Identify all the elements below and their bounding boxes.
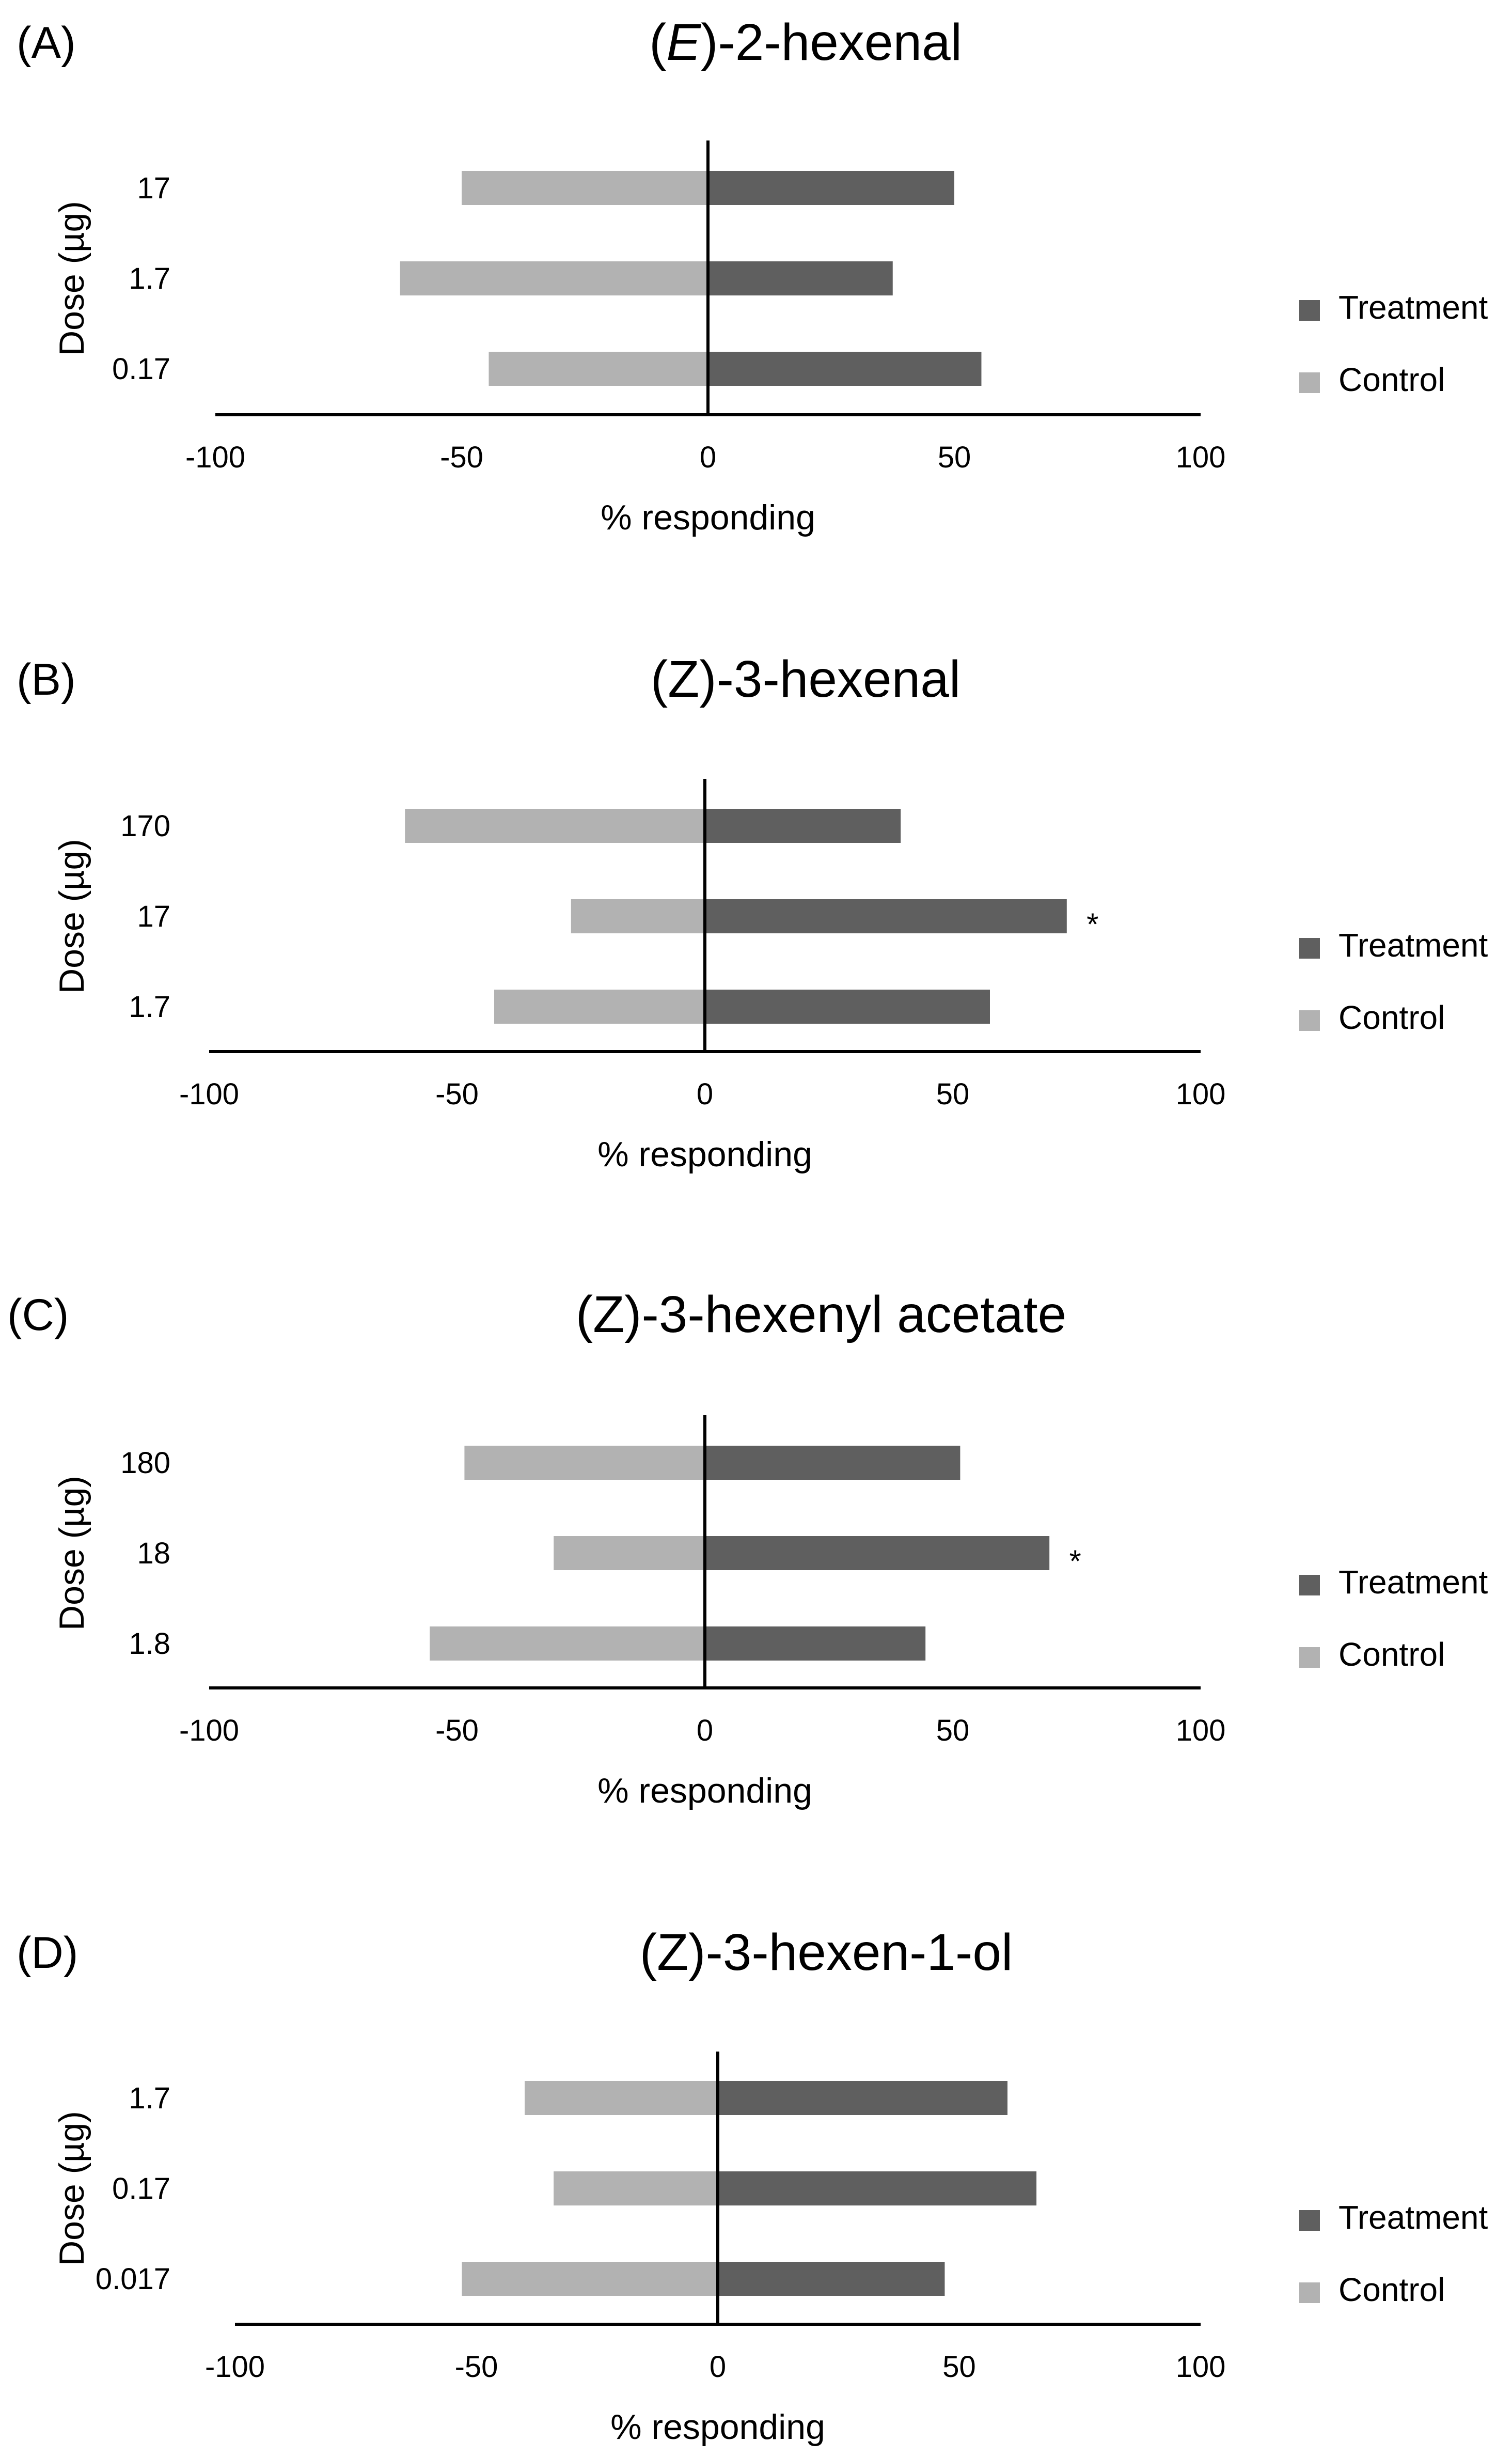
chart-title-suffix: )-2-hexenal xyxy=(701,13,962,71)
chart-title: (Z)-3-hexen-1-ol xyxy=(640,1923,1013,1981)
chart-title: (E)-2-hexenal xyxy=(649,13,962,71)
chart-title: (Z)-3-hexenal xyxy=(651,650,960,708)
x-axis-title: % responding xyxy=(597,1135,812,1174)
treatment-bar xyxy=(705,899,1067,933)
control-bar xyxy=(405,809,705,843)
chart-title: (Z)-3-hexenyl acetate xyxy=(576,1286,1066,1343)
control-bar xyxy=(464,1446,705,1480)
treatment-bar xyxy=(705,809,901,843)
x-tick-label: 50 xyxy=(936,1077,970,1111)
legend-label-treatment: Treatment xyxy=(1338,2199,1488,2236)
x-tick-label: 50 xyxy=(936,1714,970,1747)
treatment-bar xyxy=(718,2081,1007,2115)
legend-swatch-treatment xyxy=(1299,1575,1320,1595)
legend-label-treatment: Treatment xyxy=(1338,927,1488,964)
legend-swatch-treatment xyxy=(1299,2210,1320,2231)
x-tick-label: -100 xyxy=(185,441,245,474)
legend-label-control: Control xyxy=(1338,1636,1445,1673)
x-tick-label: 50 xyxy=(942,2350,976,2384)
y-axis-title: Dose (µg) xyxy=(52,1476,91,1631)
legend-label-control: Control xyxy=(1338,2271,1445,2308)
dose-tick-label: 1.7 xyxy=(129,262,170,295)
x-tick-label: 0 xyxy=(697,1077,713,1111)
dose-tick-label: 17 xyxy=(137,171,170,205)
dose-tick-label: 0.017 xyxy=(96,2262,170,2296)
dose-tick-label: 180 xyxy=(120,1446,170,1480)
dose-tick-label: 0.17 xyxy=(112,2172,170,2205)
dose-tick-label: 18 xyxy=(137,1537,170,1570)
treatment-bar xyxy=(708,352,982,386)
x-tick-label: -50 xyxy=(435,1077,479,1111)
x-tick-label: 100 xyxy=(1176,1077,1226,1111)
y-axis-title: Dose (µg) xyxy=(52,839,91,994)
dose-tick-label: 0.17 xyxy=(112,352,170,386)
legend-swatch-control xyxy=(1299,2282,1320,2303)
treatment-bar xyxy=(708,171,954,205)
legend-swatch-treatment xyxy=(1299,938,1320,959)
control-bar xyxy=(400,261,708,295)
x-tick-label: 100 xyxy=(1176,1714,1226,1747)
control-bar xyxy=(489,352,708,386)
legend-label-control: Control xyxy=(1338,999,1445,1036)
treatment-bar xyxy=(705,1446,960,1480)
significance-marker: * xyxy=(1086,907,1098,942)
treatment-bar xyxy=(705,1536,1050,1570)
control-bar xyxy=(554,1536,705,1570)
x-tick-label: 100 xyxy=(1176,2350,1226,2384)
x-tick-label: 50 xyxy=(938,441,971,474)
panel-label: (D) xyxy=(17,1928,78,1978)
treatment-bar xyxy=(718,2171,1037,2205)
legend-label-treatment: Treatment xyxy=(1338,1563,1488,1601)
x-axis-title: % responding xyxy=(610,2407,825,2447)
legend-swatch-control xyxy=(1299,1647,1320,1668)
control-bar xyxy=(430,1626,705,1661)
legend-swatch-treatment xyxy=(1299,300,1320,321)
x-tick-label: -50 xyxy=(455,2350,498,2384)
control-bar xyxy=(462,2262,718,2296)
y-axis-title: Dose (µg) xyxy=(52,2111,91,2266)
x-tick-label: 100 xyxy=(1176,441,1226,474)
treatment-bar xyxy=(708,261,893,295)
control-bar xyxy=(494,990,705,1024)
x-tick-label: 0 xyxy=(710,2350,726,2384)
dose-tick-label: 17 xyxy=(137,900,170,933)
legend-label-control: Control xyxy=(1338,361,1445,398)
dose-tick-label: 1.8 xyxy=(129,1627,170,1661)
dose-tick-label: 170 xyxy=(120,809,170,843)
legend-swatch-control xyxy=(1299,1010,1320,1031)
legend-swatch-control xyxy=(1299,372,1320,393)
treatment-bar xyxy=(705,990,990,1024)
dose-tick-label: 1.7 xyxy=(129,2082,170,2115)
x-tick-label: -50 xyxy=(435,1714,479,1747)
x-tick-label: -50 xyxy=(440,441,483,474)
panel-label: (A) xyxy=(17,18,76,68)
x-tick-label: -100 xyxy=(179,1714,239,1747)
dose-tick-label: 1.7 xyxy=(129,990,170,1024)
control-bar xyxy=(554,2171,718,2205)
x-tick-label: 0 xyxy=(700,441,716,474)
x-tick-label: -100 xyxy=(205,2350,265,2384)
chart-title-prefix: ( xyxy=(649,13,666,71)
significance-marker: * xyxy=(1069,1544,1081,1578)
legend-label-treatment: Treatment xyxy=(1338,289,1488,326)
control-bar xyxy=(525,2081,718,2115)
x-axis-title: % responding xyxy=(597,1771,812,1810)
treatment-bar xyxy=(705,1626,926,1661)
control-bar xyxy=(462,171,708,205)
control-bar xyxy=(571,899,705,933)
x-axis-title: % responding xyxy=(601,498,815,537)
panel-label: (C) xyxy=(7,1290,69,1340)
x-tick-label: -100 xyxy=(179,1077,239,1111)
chart-title-italic: E xyxy=(666,13,701,71)
treatment-bar xyxy=(718,2262,945,2296)
x-tick-label: 0 xyxy=(697,1714,713,1747)
panel-label: (B) xyxy=(17,655,76,705)
y-axis-title: Dose (µg) xyxy=(52,201,91,356)
